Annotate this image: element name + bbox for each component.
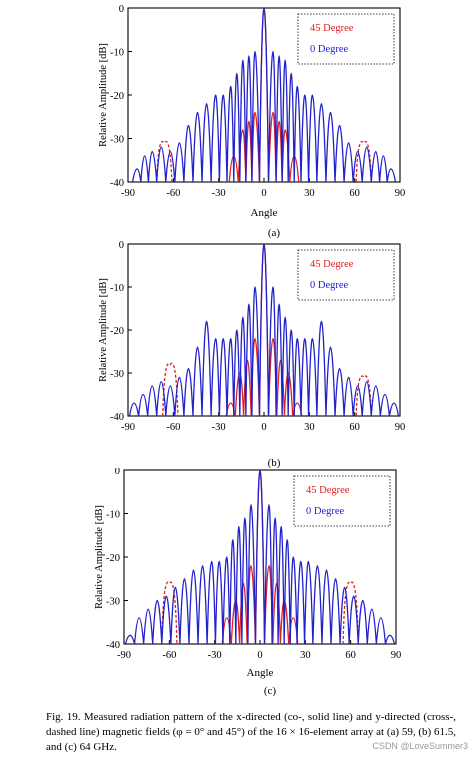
- y-tick-label: 0: [119, 240, 124, 251]
- y-tick-label: -20: [110, 91, 124, 102]
- y-axis-label: Relative Amplitude [dB]: [94, 505, 105, 609]
- x-axis-label: Angle: [251, 207, 278, 219]
- x-tick-label: -30: [208, 650, 222, 661]
- x-tick-label: 90: [395, 422, 406, 433]
- series-line-0-degree: [128, 244, 400, 416]
- y-tick-label: -30: [110, 369, 124, 380]
- series-group: [124, 470, 396, 644]
- legend-box: [297, 13, 395, 65]
- x-tick-label: -90: [121, 422, 135, 433]
- y-tick-label: -30: [110, 135, 124, 146]
- y-axis-label: Relative Amplitude [dB]: [98, 43, 109, 147]
- panel-label: (c): [264, 685, 277, 697]
- legend-entry-0-degree: 0 Degree: [310, 44, 349, 55]
- x-tick-label: 90: [395, 188, 406, 199]
- chart-panel-a: -90 -60 -30 0 30 60 90 0 -10 -20 -30 -40 Relative Am…: [0, 0, 474, 239]
- series-line-cross-pol: [162, 362, 372, 416]
- series-line-45-degree: [228, 8, 300, 182]
- legend-entry-0-degree: 0 Degree: [310, 280, 349, 291]
- x-tick-label: -60: [166, 188, 180, 199]
- x-tick-label: -90: [121, 188, 135, 199]
- y-tick-label: -10: [110, 48, 124, 59]
- legend-entry-45-degree: 45 Degree: [310, 259, 354, 270]
- chart-c-svg: -90 -60 -30 0 30 60 90 0 -10 -20 -30 -40 Relative Am…: [94, 466, 402, 697]
- y-tick-label: -10: [110, 283, 124, 294]
- x-tick-label: 0: [257, 650, 262, 661]
- y-tick-label: 0: [115, 468, 120, 477]
- panel-label: (b): [268, 457, 281, 468]
- legend-entry-45-degree: 45 Degree: [310, 23, 354, 34]
- x-tick-label: -60: [162, 650, 176, 661]
- x-tick-label: -30: [212, 422, 226, 433]
- y-tick-label: -40: [110, 178, 124, 189]
- series-line-cross-pol: [156, 140, 372, 182]
- chart-b-svg: -90 -60 -30 0 30 60 90 0 -10 -20 -30 -40 Relative Am…: [98, 240, 406, 469]
- chart-a-svg: -90 -60 -30 0 30 60 90 0 -10 -20 -30 -40 Relative Am…: [98, 4, 406, 239]
- x-tick-label: 30: [300, 650, 311, 661]
- series-line-0-degree: [131, 8, 397, 182]
- x-tick-label: 30: [304, 422, 315, 433]
- x-tick-label: -60: [166, 422, 180, 433]
- x-tick-label: 60: [345, 650, 356, 661]
- y-axis-label: Relative Amplitude [dB]: [98, 278, 109, 382]
- legend-entry-45-degree: 45 Degree: [306, 485, 350, 496]
- y-tick-label: -20: [106, 553, 120, 564]
- figure-caption: Fig. 19. Measured radiation pattern of t…: [46, 711, 456, 753]
- legend-entry-0-degree: 0 Degree: [306, 506, 345, 517]
- x-tick-label: 0: [261, 422, 266, 433]
- series-group: [131, 8, 397, 182]
- y-tick-label: -20: [110, 326, 124, 337]
- chart-panel-b: -90 -60 -30 0 30 60 90 0 -10 -20 -30 -40 Relative Am…: [0, 238, 474, 469]
- series-line-45-degree: [221, 470, 299, 644]
- series-group: [128, 244, 400, 416]
- x-tick-label: 0: [261, 188, 266, 199]
- y-tick-label: -40: [106, 640, 120, 651]
- y-tick-label: -10: [106, 510, 120, 521]
- x-tick-label: 90: [391, 650, 402, 661]
- y-tick-label: 0: [119, 4, 124, 15]
- x-tick-label: -30: [212, 188, 226, 199]
- panel-label: (a): [268, 227, 281, 238]
- x-axis-label: Angle: [247, 667, 274, 679]
- x-tick-label: -90: [117, 650, 131, 661]
- x-tick-label: 60: [349, 188, 360, 199]
- legend-box: [297, 249, 395, 301]
- y-tick-label: -40: [110, 412, 124, 423]
- x-tick-label: 30: [304, 188, 315, 199]
- series-line-45-degree: [225, 244, 303, 416]
- chart-panel-c: -90 -60 -30 0 30 60 90 0 -10 -20 -30 -40 Relative Am…: [0, 466, 474, 698]
- legend-box: [293, 475, 391, 527]
- series-line-0-degree: [124, 470, 396, 644]
- watermark: CSDN @LoveSummer3: [372, 741, 468, 751]
- y-tick-label: -30: [106, 597, 120, 608]
- x-tick-label: 60: [349, 422, 360, 433]
